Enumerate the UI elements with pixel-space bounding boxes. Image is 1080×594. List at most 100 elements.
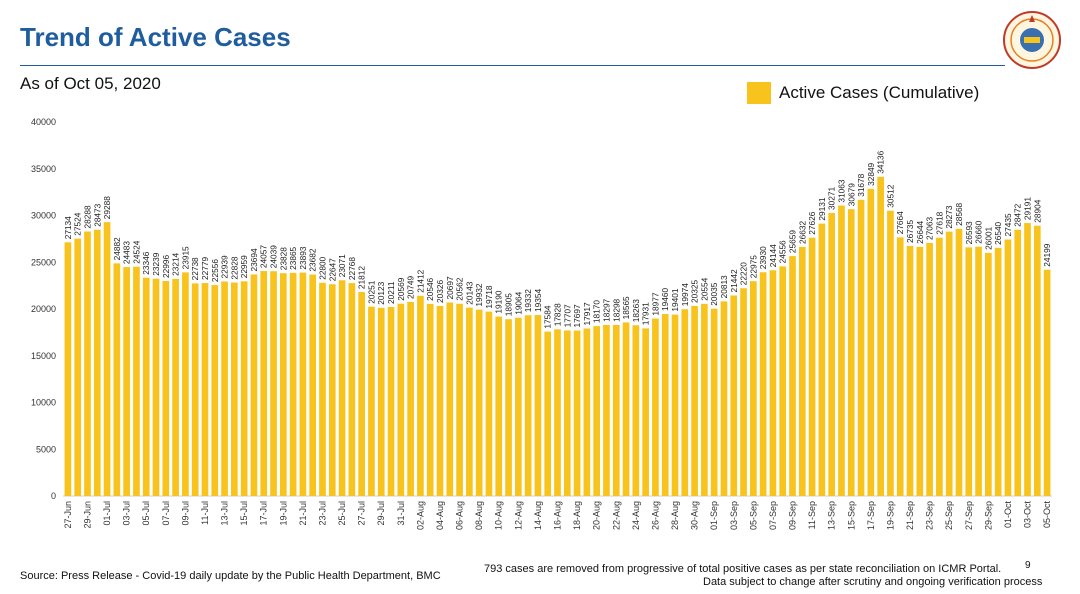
bar-value-label: 29131	[817, 197, 827, 220]
x-tick-label: 24-Aug	[631, 501, 641, 530]
x-tick-label: 01-Sep	[709, 501, 719, 530]
bar-value-label: 23214	[171, 252, 181, 275]
bar-value-label: 22556	[210, 259, 220, 282]
y-tick-label: 15000	[31, 351, 56, 361]
x-tick-label: 17-Sep	[866, 501, 876, 530]
bar-value-label: 27063	[925, 217, 935, 240]
bar-value-label: 18977	[650, 292, 660, 315]
bar-value-label: 31678	[856, 173, 866, 196]
bar	[750, 281, 757, 496]
bar	[162, 280, 170, 496]
bar	[681, 309, 689, 496]
bar	[573, 330, 581, 496]
bar	[936, 237, 943, 496]
bar	[485, 311, 493, 496]
bar-value-label: 19354	[533, 289, 543, 312]
x-tick-label: 05-Jul	[141, 501, 151, 526]
bar-value-label: 20546	[425, 277, 435, 300]
bar-value-label: 17917	[582, 302, 592, 325]
bar-value-label: 19974	[680, 283, 690, 306]
bar	[221, 281, 228, 496]
bar	[417, 295, 424, 496]
y-tick-label: 5000	[36, 444, 56, 454]
bar-value-label: 34136	[876, 150, 886, 173]
bar-value-label: 22975	[748, 255, 758, 278]
y-tick-label: 40000	[31, 117, 56, 127]
x-tick-label: 25-Sep	[944, 501, 954, 530]
bar-value-label: 28568	[954, 202, 964, 225]
bar	[857, 199, 865, 496]
bar-value-label: 26735	[905, 220, 915, 243]
bar-value-label: 19718	[484, 285, 494, 308]
bar-value-label: 19401	[670, 288, 680, 311]
bar-value-label: 22828	[229, 256, 239, 279]
bar	[563, 330, 571, 496]
bar	[74, 238, 82, 496]
x-tick-label: 10-Aug	[494, 501, 504, 530]
x-tick-label: 09-Sep	[788, 501, 798, 530]
bar-value-label: 22220	[739, 262, 749, 285]
bar-value-label: 22738	[190, 257, 200, 280]
bar	[642, 328, 649, 496]
x-tick-label: 27-Jul	[357, 501, 367, 526]
reconciliation-note: 793 cases are removed from progressive o…	[484, 563, 1002, 575]
bar	[466, 307, 473, 496]
source-note: Source: Press Release - Covid-19 daily u…	[20, 570, 441, 582]
bar	[524, 315, 532, 496]
bar	[632, 325, 640, 496]
y-tick-label: 30000	[31, 211, 56, 221]
bar	[603, 324, 610, 496]
x-tick-label: 02-Aug	[415, 501, 425, 530]
bar	[798, 246, 806, 496]
bar-value-label: 21442	[729, 269, 739, 292]
x-tick-label: 07-Sep	[768, 501, 778, 530]
bar	[64, 242, 72, 496]
bar	[1024, 223, 1031, 496]
bar	[896, 237, 904, 496]
bar	[847, 209, 855, 496]
bar-value-label: 20569	[396, 277, 406, 300]
bar	[407, 301, 414, 496]
bar	[446, 302, 454, 496]
bar-value-label: 31063	[837, 179, 847, 202]
bar-value-label: 24057	[259, 245, 269, 268]
bar-value-label: 23682	[308, 248, 318, 271]
bar-value-label: 24524	[131, 240, 141, 263]
bar	[838, 205, 845, 496]
bar-value-label: 18263	[631, 299, 641, 322]
x-tick-label: 01-Jul	[102, 501, 112, 526]
bar	[916, 246, 924, 496]
x-tick-label: 14-Aug	[533, 501, 543, 530]
bar-value-label: 22647	[327, 258, 337, 281]
bar	[182, 272, 189, 496]
bar-value-label: 21812	[357, 266, 367, 289]
x-tick-label: 06-Aug	[455, 501, 465, 530]
bar-value-label: 23239	[151, 252, 161, 275]
as-of-date: As of Oct 05, 2020	[20, 74, 161, 93]
bar-value-label: 17828	[553, 303, 563, 326]
bar	[779, 266, 787, 496]
legend-label: Active Cases (Cumulative)	[779, 83, 980, 102]
bar-value-label: 20123	[376, 281, 386, 304]
bar	[319, 282, 326, 496]
bar	[1004, 239, 1012, 496]
bar	[926, 242, 933, 496]
bar-value-label: 23930	[758, 246, 768, 269]
bar-value-label: 20325	[690, 280, 700, 303]
bar-value-label: 20035	[709, 282, 719, 305]
bar	[211, 285, 219, 496]
bar	[691, 305, 698, 496]
x-tick-label: 29-Sep	[983, 501, 993, 530]
bar	[309, 274, 317, 496]
bar-value-label: 27134	[63, 216, 73, 239]
bar	[515, 317, 522, 496]
bar	[142, 277, 150, 496]
bar-value-label: 23865	[288, 246, 298, 269]
x-tick-label: 11-Sep	[807, 501, 817, 529]
bar-value-label: 20251	[367, 280, 377, 303]
bar-value-label: 28904	[1032, 199, 1042, 222]
bar	[769, 270, 777, 496]
legend-swatch	[747, 82, 771, 104]
bar-value-label: 17697	[572, 304, 582, 327]
bar-value-label: 22996	[161, 255, 171, 278]
